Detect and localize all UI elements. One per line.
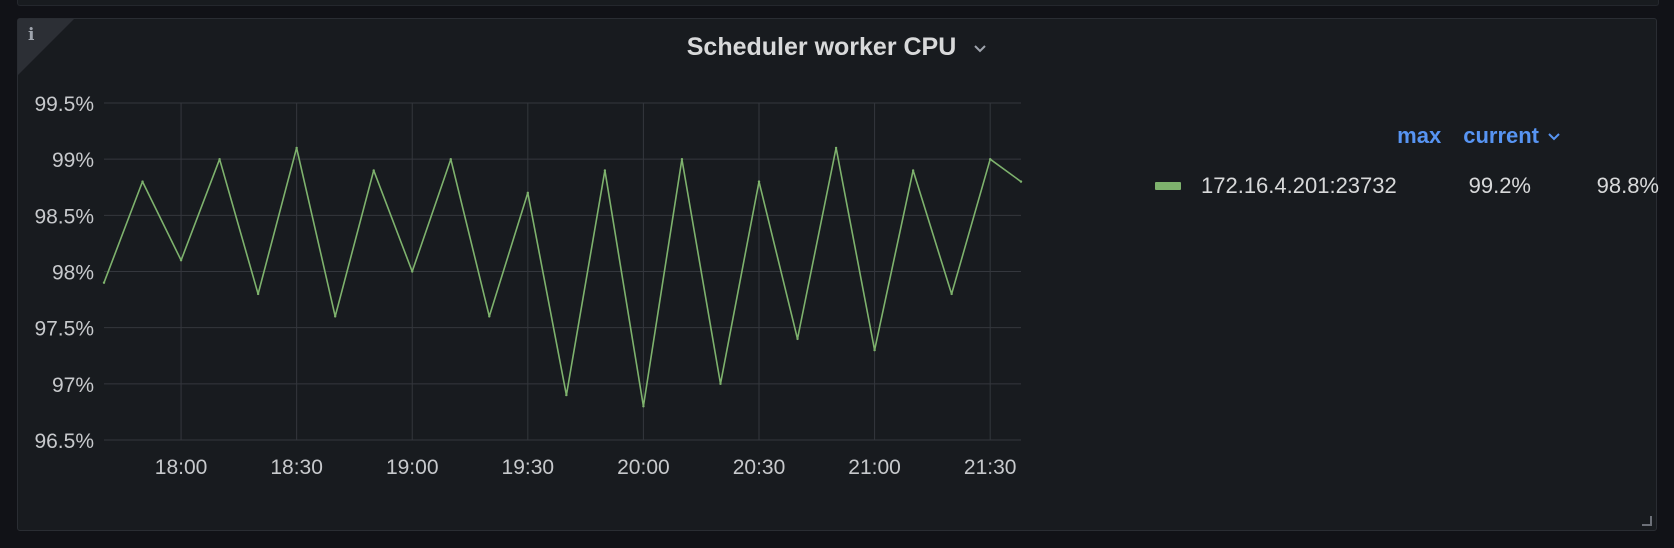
y-tick-label: 98.5% <box>34 205 94 228</box>
sort-chevron-down-icon <box>1548 133 1560 141</box>
panel-title[interactable]: Scheduler worker CPU <box>686 33 957 61</box>
data-point <box>873 348 876 352</box>
resize-handle[interactable] <box>1642 516 1652 526</box>
legend-header-current[interactable]: current <box>1463 123 1561 149</box>
data-point <box>796 337 799 341</box>
legend-series-max: 99.2% <box>1468 173 1531 198</box>
y-tick-label: 97% <box>52 374 94 397</box>
data-point <box>757 180 761 183</box>
data-point <box>102 281 106 284</box>
x-tick-label: 20:00 <box>617 456 670 479</box>
x-tick-label: 19:00 <box>386 456 439 479</box>
data-point <box>911 169 915 172</box>
data-point <box>295 146 298 150</box>
data-point <box>719 382 722 386</box>
x-tick-label: 21:30 <box>964 456 1017 479</box>
data-point <box>488 315 491 318</box>
legend-header-current-label: current <box>1463 123 1539 148</box>
data-point <box>449 157 452 161</box>
graph-panel: i Scheduler worker CPU 96.5% 97% 97.5% 98% 9… <box>17 18 1659 532</box>
series-color-swatch[interactable] <box>1155 182 1181 190</box>
previous-panel-edge <box>17 0 1659 6</box>
legend-series-name[interactable]: 172.16.4.201:23732 <box>1201 173 1397 198</box>
data-point <box>565 393 568 397</box>
y-tick-label: 99.5% <box>34 93 94 116</box>
data-point <box>141 180 144 183</box>
data-point <box>256 292 260 296</box>
info-icon[interactable]: i <box>28 25 35 45</box>
series-line <box>103 147 1022 408</box>
legend-series-row[interactable]: 172.16.4.201:23732 99.2% 98.8% <box>1155 173 1659 199</box>
x-tick-label: 21:00 <box>848 456 901 479</box>
x-tick-label: 18:30 <box>270 456 323 479</box>
data-point <box>218 157 221 161</box>
data-point <box>411 270 414 273</box>
x-tick-label: 20:30 <box>733 456 786 479</box>
cpu-line-chart[interactable]: 96.5% 97% 97.5% 98% 98.5% 99% 99.5% 18:00 18:30 1… <box>18 19 1118 532</box>
legend-series-current: 98.8% <box>1596 173 1659 198</box>
data-point <box>372 169 375 172</box>
legend-headers: max current <box>1397 123 1561 149</box>
data-point <box>950 292 953 296</box>
panel-header[interactable]: Scheduler worker CPU <box>18 33 1656 62</box>
data-point <box>179 259 183 262</box>
y-tick-label: 99% <box>52 149 94 172</box>
data-point <box>603 169 607 172</box>
data-point <box>1019 180 1023 183</box>
data-point <box>834 146 838 150</box>
data-point <box>680 157 684 161</box>
y-tick-label: 97.5% <box>34 318 94 341</box>
chevron-down-icon[interactable] <box>973 43 987 53</box>
x-tick-label: 18:00 <box>155 456 208 479</box>
y-tick-label: 96.5% <box>34 430 94 453</box>
data-point <box>988 157 992 161</box>
panel-info-corner[interactable] <box>18 19 74 75</box>
legend-header-max[interactable]: max <box>1397 123 1442 148</box>
data-point <box>642 405 645 408</box>
data-point <box>526 191 530 195</box>
data-point <box>333 315 337 318</box>
y-tick-label: 98% <box>52 262 94 285</box>
x-tick-label: 19:30 <box>502 456 555 479</box>
